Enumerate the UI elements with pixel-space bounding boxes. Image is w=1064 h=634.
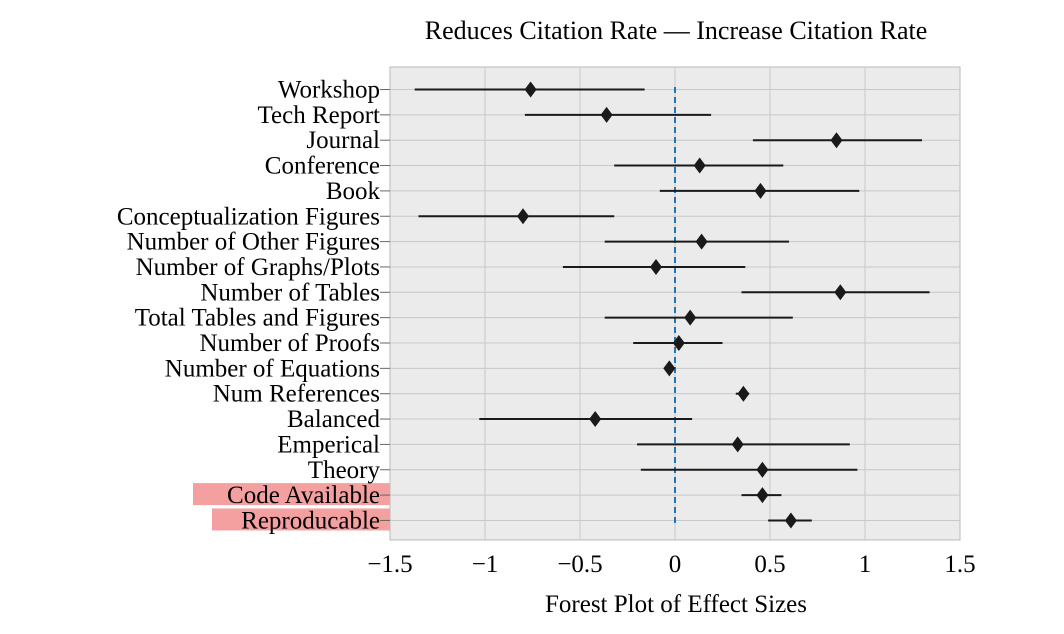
row-label: Journal — [306, 127, 380, 154]
effect-estimate-marker — [663, 360, 676, 377]
label-highlight — [193, 483, 390, 506]
chart-title: Reduces Citation Rate — Increase Citatio… — [425, 16, 928, 45]
label-highlight — [212, 508, 390, 531]
x-tick-label: 0.5 — [754, 551, 785, 578]
row-label: Code Available — [227, 482, 380, 509]
row-label: Number of Proofs — [199, 330, 380, 357]
x-tick-label: −1.5 — [367, 551, 412, 578]
row-label: Workshop — [278, 77, 380, 104]
effect-estimate-marker — [524, 81, 537, 98]
x-axis-label: Forest Plot of Effect Sizes — [545, 591, 807, 618]
effect-estimate-marker — [834, 284, 847, 301]
effect-marks — [414, 81, 930, 529]
effect-estimate-marker — [684, 309, 697, 326]
row-label: Num References — [213, 381, 380, 408]
effect-estimate-marker — [650, 258, 662, 275]
effect-estimate-marker — [830, 132, 843, 149]
row-label: Theory — [308, 457, 381, 484]
row-label: Total Tables and Figures — [135, 305, 380, 332]
label-highlights — [193, 483, 390, 531]
row-label: Emperical — [277, 431, 380, 458]
effect-estimate-marker — [672, 335, 685, 351]
effect-estimate-marker — [695, 233, 708, 250]
x-tick-label: −0.5 — [557, 551, 602, 578]
row-label: Number of Equations — [165, 355, 380, 382]
row-label: Balanced — [287, 406, 381, 433]
row-label: Conceptualization Figures — [117, 203, 380, 230]
x-tick-label: 0 — [669, 551, 682, 578]
x-tick-label: 1.5 — [944, 551, 975, 578]
x-tick-label: −1 — [472, 551, 499, 578]
effect-estimate-marker — [693, 157, 706, 174]
effect-estimate-marker — [754, 182, 767, 199]
row-label: Tech Report — [257, 102, 380, 129]
row-label: Number of Tables — [200, 279, 380, 306]
x-tick-label: 1 — [859, 551, 872, 578]
effect-estimate-marker — [731, 436, 744, 453]
row-label: Book — [326, 178, 381, 205]
row-label: Reproducable — [241, 507, 380, 534]
effect-estimate-marker — [756, 487, 769, 504]
effect-estimate-marker — [600, 106, 613, 123]
row-label: Number of Graphs/Plots — [136, 254, 380, 281]
effect-estimate-marker — [517, 208, 529, 225]
x-tick-labels: −1.5 −1 −0.5 0 0.5 1 1.5 — [367, 551, 975, 578]
effect-estimate-marker — [589, 411, 602, 428]
effect-estimate-marker — [756, 461, 769, 478]
effect-estimate-marker — [737, 385, 750, 402]
row-label: Conference — [265, 153, 380, 180]
row-label: Number of Other Figures — [127, 229, 380, 256]
effect-estimate-marker — [784, 512, 797, 529]
